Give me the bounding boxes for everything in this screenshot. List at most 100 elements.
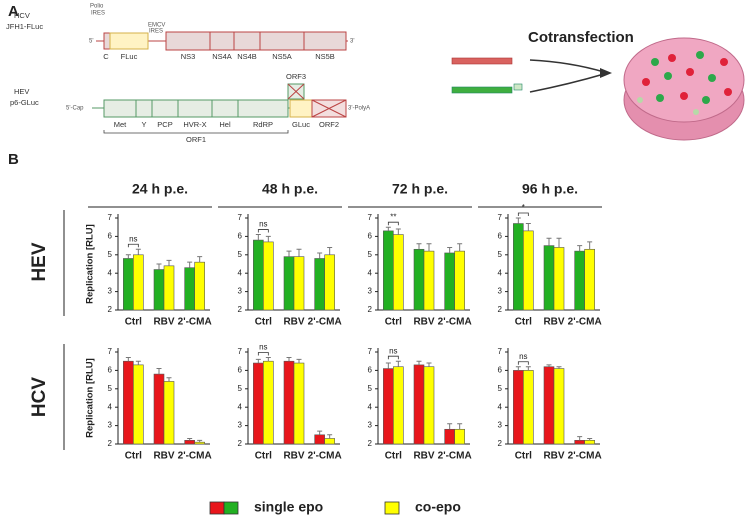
bar bbox=[163, 381, 175, 445]
chart-title: 24 h p.e. bbox=[132, 181, 188, 197]
error-bar bbox=[385, 226, 391, 231]
y-tick-label: 2 bbox=[498, 439, 503, 448]
label: HVR-X bbox=[183, 120, 206, 129]
significance-bracket bbox=[387, 355, 399, 360]
y-tick-label: 5 bbox=[498, 384, 503, 393]
error-bar bbox=[525, 366, 531, 371]
error-bar bbox=[327, 434, 333, 439]
x-tick-label: RBV bbox=[543, 451, 564, 462]
x-tick-label: 2'-CMA bbox=[438, 317, 472, 328]
y-tick-label: 5 bbox=[498, 250, 503, 259]
x-tick-label: RBV bbox=[283, 317, 304, 328]
panel-label: A bbox=[8, 3, 19, 20]
x-tick-label: Ctrl bbox=[125, 451, 142, 462]
bar bbox=[133, 364, 144, 445]
error-bar bbox=[286, 357, 292, 362]
y-tick-label: 7 bbox=[498, 347, 503, 356]
y-tick-label: 7 bbox=[368, 213, 373, 222]
error-bar bbox=[587, 437, 593, 441]
error-bar bbox=[546, 237, 552, 246]
bar bbox=[413, 364, 425, 445]
label: Polio bbox=[90, 4, 104, 10]
error-bar bbox=[135, 248, 141, 255]
label: RdRP bbox=[253, 120, 273, 129]
y-tick-label: 2 bbox=[108, 305, 113, 314]
y-tick-label: 4 bbox=[238, 268, 243, 277]
error-bar bbox=[296, 248, 302, 257]
bar bbox=[454, 250, 465, 311]
bar bbox=[263, 360, 274, 445]
x-tick-label: 2'-CMA bbox=[308, 317, 342, 328]
label: Y bbox=[141, 120, 146, 129]
bar bbox=[283, 256, 295, 311]
y-tick-label: 5 bbox=[368, 384, 373, 393]
box bbox=[177, 99, 213, 118]
y-tick-label: 2 bbox=[368, 305, 373, 314]
error-bar bbox=[197, 256, 203, 263]
y-tick-label: 5 bbox=[238, 250, 243, 259]
y-tick-label: 5 bbox=[238, 384, 243, 393]
significance-bracket bbox=[387, 221, 399, 226]
y-tick-label: 2 bbox=[238, 439, 243, 448]
row-label: HCV bbox=[29, 377, 50, 417]
x-tick-label: RBV bbox=[153, 451, 174, 462]
label: HEV bbox=[14, 87, 29, 96]
y-tick-label: 3 bbox=[108, 287, 113, 296]
bar bbox=[184, 440, 195, 445]
bar bbox=[194, 441, 205, 445]
label: C bbox=[103, 52, 109, 61]
bar bbox=[444, 428, 455, 445]
significance-label: ns bbox=[389, 346, 397, 355]
box bbox=[109, 32, 149, 50]
bar bbox=[293, 256, 305, 311]
bar bbox=[423, 250, 435, 311]
error-bar bbox=[457, 423, 463, 430]
error-bar bbox=[395, 228, 401, 235]
bar bbox=[523, 370, 534, 445]
bar bbox=[194, 261, 205, 311]
error-bar bbox=[556, 366, 562, 369]
bar bbox=[523, 230, 534, 311]
y-axis-label: Replication [RLU] bbox=[85, 358, 96, 438]
error-bar bbox=[426, 362, 432, 367]
bar bbox=[393, 366, 404, 445]
label: Met bbox=[114, 120, 127, 129]
box bbox=[211, 99, 239, 118]
box bbox=[303, 31, 347, 51]
arrow bbox=[529, 59, 605, 93]
hev-genome: HEV p6-GLuc 5'-Cap 3'-PolyA ORF3 Met Y P… bbox=[10, 72, 370, 144]
bar bbox=[553, 247, 565, 311]
bar bbox=[513, 370, 524, 445]
label: 5'-Cap bbox=[66, 106, 84, 112]
hcv-genome: HCV JFH1-FLuc Polio IRES EMCV IRES 5' 3'… bbox=[6, 4, 354, 61]
bar bbox=[293, 362, 305, 445]
bar bbox=[123, 360, 134, 445]
error-bar bbox=[556, 237, 562, 248]
y-tick-label: 7 bbox=[238, 213, 243, 222]
box bbox=[103, 32, 111, 50]
label: HCV bbox=[14, 11, 30, 20]
bar bbox=[314, 258, 325, 311]
y-tick-label: 6 bbox=[238, 366, 243, 375]
y-tick-label: 7 bbox=[238, 347, 243, 356]
error-bar bbox=[125, 254, 131, 259]
cotransfection: Cotransfection bbox=[451, 29, 745, 141]
bar bbox=[253, 362, 264, 445]
label: Hel bbox=[219, 120, 231, 129]
bar bbox=[383, 230, 394, 311]
label: FLuc bbox=[121, 52, 138, 61]
label: NS4A bbox=[212, 52, 232, 61]
y-tick-label: 4 bbox=[108, 402, 113, 411]
label: NS5A bbox=[272, 52, 292, 61]
label: NS5B bbox=[315, 52, 335, 61]
x-tick-label: RBV bbox=[413, 317, 434, 328]
error-bar bbox=[125, 357, 131, 362]
label: IRES bbox=[149, 29, 163, 35]
y-tick-label: 2 bbox=[368, 439, 373, 448]
bar bbox=[454, 428, 465, 445]
significance-label: ns bbox=[259, 343, 267, 352]
error-bar bbox=[156, 368, 162, 375]
error-bar bbox=[515, 366, 521, 371]
y-tick-label: 4 bbox=[108, 268, 113, 277]
